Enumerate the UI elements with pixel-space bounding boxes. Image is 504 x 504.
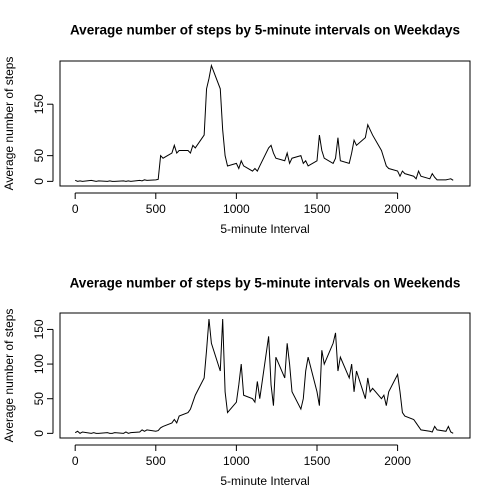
x-tick-label: 1500 — [304, 454, 331, 468]
plot-box — [59, 60, 471, 187]
x-axis-label: 5-minute Interval — [220, 222, 309, 236]
line — [74, 318, 454, 434]
line — [74, 63, 454, 182]
y-tick-label: 150 — [32, 94, 46, 114]
x-tick-label: 0 — [72, 454, 79, 468]
y-tick-label: 0 — [32, 178, 46, 185]
y-tick-label: 50 — [32, 149, 46, 163]
x-tick-label: 500 — [146, 202, 166, 216]
y-axis-label: Average number of steps — [2, 57, 16, 191]
x-tick-label: 1000 — [223, 454, 250, 468]
y-tick-label: 150 — [32, 319, 46, 339]
y-axis-label: Average number of steps — [2, 309, 16, 443]
x-tick-label: 500 — [146, 454, 166, 468]
y-tick-label: 50 — [32, 392, 46, 406]
y-tick-label: 100 — [32, 354, 46, 374]
x-tick-label: 2000 — [384, 202, 411, 216]
x-tick-label: 2000 — [384, 454, 411, 468]
x-axis-label: 5-minute Interval — [220, 474, 309, 488]
plot-box — [59, 312, 471, 439]
chart-title: Average number of steps by 5-minute inte… — [70, 276, 461, 291]
x-tick-label: 1000 — [223, 202, 250, 216]
chart-title: Average number of steps by 5-minute inte… — [70, 23, 460, 38]
y-tick-label: 0 — [32, 430, 46, 437]
x-tick-label: 1500 — [304, 202, 331, 216]
x-tick-label: 0 — [72, 202, 79, 216]
